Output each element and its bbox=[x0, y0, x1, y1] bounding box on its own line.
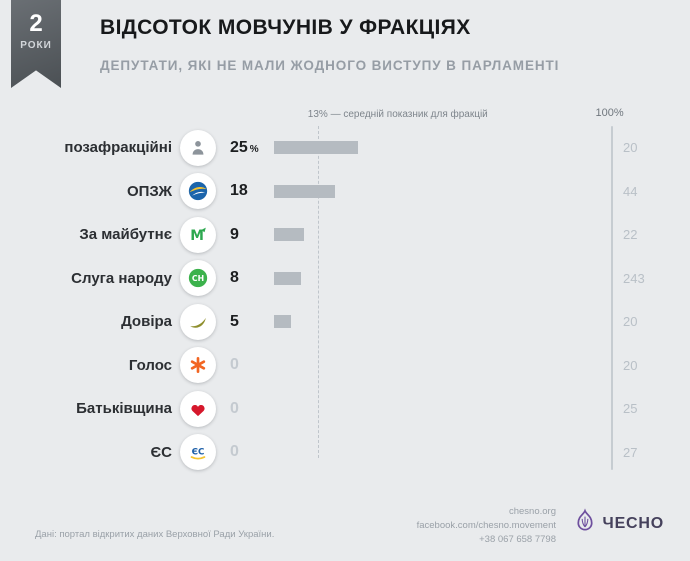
faction-value: 0 bbox=[224, 443, 274, 461]
chesno-logo: ЧЕСНО bbox=[572, 508, 664, 539]
garlic-icon bbox=[572, 508, 598, 539]
website-link: chesno.org bbox=[508, 506, 556, 517]
sluha-narodu-icon: СН bbox=[180, 260, 216, 297]
svg-text:СН: СН bbox=[192, 274, 204, 283]
opzzh-icon bbox=[180, 173, 216, 210]
faction-size: 44 bbox=[623, 183, 638, 199]
batkivshchyna-icon bbox=[180, 390, 216, 427]
faction-percent: 0 bbox=[230, 356, 239, 374]
faction-value: 9 bbox=[224, 226, 274, 244]
faction-label: Голос bbox=[128, 356, 172, 374]
holos-icon bbox=[180, 347, 216, 384]
bar-track bbox=[274, 141, 611, 155]
chart-row: Батьківщина 0 25 bbox=[0, 387, 690, 431]
faction-percent: 25 bbox=[230, 138, 248, 156]
page-title: ВІДСОТОК МОВЧУНІВ У ФРАКЦІЯХ bbox=[100, 16, 471, 39]
bar-track bbox=[274, 446, 611, 459]
chart-row: Довіра 5 20 bbox=[0, 300, 690, 344]
header: ВІДСОТОК МОВЧУНІВ У ФРАКЦІЯХ ДЕПУТАТИ, Я… bbox=[100, 16, 559, 73]
faction-bar bbox=[274, 271, 301, 285]
yes-icon: ЄС bbox=[180, 434, 216, 471]
bar-chart: 13% — середній показник для фракцій 100%… bbox=[0, 100, 690, 495]
faction-percent: 0 bbox=[230, 399, 239, 417]
bar-track bbox=[274, 315, 611, 329]
faction-size: 20 bbox=[623, 314, 638, 330]
logo-text: ЧЕСНО bbox=[602, 514, 664, 532]
faction-label: ОПЗЖ bbox=[126, 182, 172, 200]
faction-bar bbox=[274, 315, 291, 329]
page-subtitle: ДЕПУТАТИ, ЯКІ НЕ МАЛИ ЖОДНОГО ВИСТУПУ В … bbox=[100, 58, 560, 73]
chart-row: За майбутнє М 9 22 bbox=[0, 213, 690, 257]
faction-value: 5 bbox=[224, 313, 274, 331]
phone-number: +38 067 658 7798 bbox=[479, 534, 556, 545]
bar-track bbox=[274, 402, 611, 415]
faction-size: 20 bbox=[623, 140, 638, 156]
faction-label: позафракційні bbox=[64, 139, 172, 157]
dovira-icon bbox=[180, 303, 216, 340]
faction-label: Слуга народу bbox=[71, 269, 172, 287]
faction-value: 0 bbox=[224, 356, 274, 374]
data-source-note: Дані: портал відкритих даних Верховної Р… bbox=[35, 529, 275, 540]
right-axis-line bbox=[611, 126, 613, 470]
faction-value: 25 % bbox=[224, 139, 274, 157]
faction-size: 27 bbox=[623, 444, 638, 460]
average-label: 13% — середній показник для фракцій bbox=[307, 109, 488, 120]
faction-size: 22 bbox=[623, 227, 638, 243]
faction-percent: 5 bbox=[230, 312, 239, 330]
faction-percent: 8 bbox=[230, 269, 239, 287]
faction-bar bbox=[274, 228, 305, 242]
svg-text:М: М bbox=[190, 228, 204, 244]
faction-size: 243 bbox=[623, 270, 645, 286]
person-icon bbox=[180, 129, 216, 166]
faction-percent: 0 bbox=[230, 443, 239, 461]
bar-track bbox=[274, 359, 611, 372]
faction-label: Довіра bbox=[121, 313, 172, 331]
faction-size: 25 bbox=[623, 401, 638, 417]
chart-row: ОПЗЖ 18 44 bbox=[0, 170, 690, 214]
faction-bar bbox=[274, 184, 335, 198]
chart-row: позафракційні 25 % 20 bbox=[0, 126, 690, 170]
chart-rows: позафракційні 25 % 20 ОПЗЖ 18 44 За майб… bbox=[0, 126, 690, 474]
footer-contacts: chesno.org facebook.com/chesno.movement … bbox=[417, 505, 556, 547]
chart-row: Голос 0 20 bbox=[0, 344, 690, 388]
faction-percent: 18 bbox=[230, 182, 248, 200]
bar-track bbox=[274, 228, 611, 242]
facebook-link: facebook.com/chesno.movement bbox=[416, 520, 556, 531]
years-number: 2 bbox=[29, 10, 43, 37]
average-dashed-line bbox=[317, 126, 319, 458]
bar-track bbox=[274, 271, 611, 285]
faction-label: ЄС bbox=[150, 443, 172, 461]
faction-value: 8 bbox=[224, 269, 274, 287]
years-caption: РОКИ bbox=[20, 40, 52, 51]
faction-label: Батьківщина bbox=[76, 400, 172, 418]
faction-bar bbox=[274, 141, 359, 155]
years-badge: 2 РОКИ bbox=[11, 0, 61, 88]
faction-value: 0 bbox=[224, 400, 274, 418]
za-maibutnie-icon: М bbox=[180, 216, 216, 253]
bar-track bbox=[274, 184, 611, 198]
faction-percent: 9 bbox=[230, 225, 239, 243]
percent-sign: % bbox=[249, 143, 259, 155]
faction-size: 20 bbox=[623, 357, 638, 373]
faction-label: За майбутнє bbox=[79, 226, 172, 244]
svg-text:ЄС: ЄС bbox=[192, 448, 205, 458]
chart-row: Слуга народу СН 8 243 bbox=[0, 257, 690, 301]
chart-row: ЄС ЄС 0 27 bbox=[0, 431, 690, 475]
axis-max-label: 100% bbox=[595, 107, 624, 119]
faction-value: 18 bbox=[224, 182, 274, 200]
